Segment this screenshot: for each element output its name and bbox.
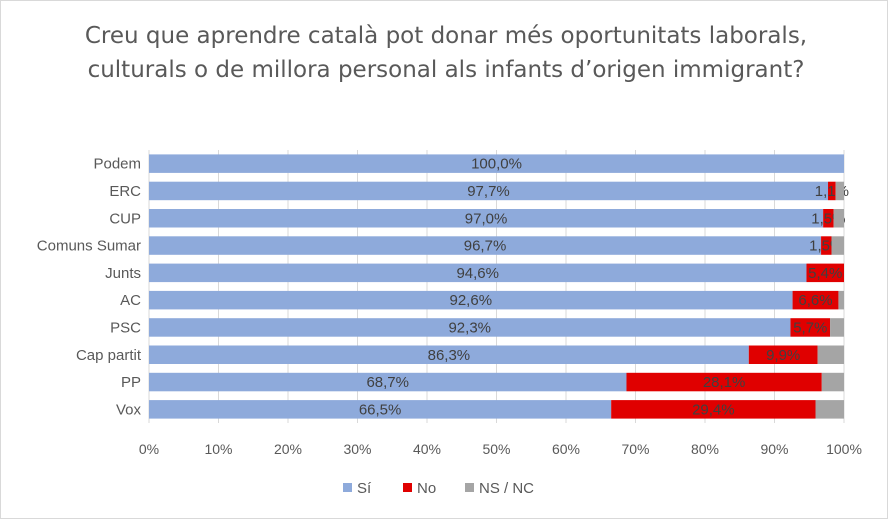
data-label: 92,6% [450,292,493,309]
data-label: 97,7% [467,183,510,200]
bar-segment [830,318,844,337]
bar-segment [149,209,824,228]
data-label: 92,3% [448,319,491,336]
bar-segment [792,290,839,310]
data-label: 96,7% [464,238,507,255]
bar-segment [790,318,831,337]
legend-label: No [417,480,436,497]
bar-segment [149,181,829,201]
x-tick-label: 80% [691,441,719,457]
bar-segment [149,236,822,255]
data-label: 5,7% [793,319,827,336]
bar-segment [149,372,627,392]
bar-segment [821,372,844,392]
bar-segment [815,400,844,419]
data-label: 9,9% [766,347,800,364]
x-tick-label: 100% [826,441,862,457]
x-tick-label: 10% [204,441,232,457]
category-label: Vox [116,401,142,418]
bar-segment [831,236,844,255]
data-label: 66,5% [359,401,402,418]
bar-segment [817,345,844,364]
x-tick-label: 90% [760,441,788,457]
x-tick-label: 70% [621,441,649,457]
bar-segment [149,290,793,310]
category-label: PSC [110,319,141,336]
category-label: Cap partit [76,347,142,364]
legend-swatch [403,483,412,492]
x-tick-label: 30% [343,441,371,457]
category-label: AC [120,292,141,309]
bar-segment [149,345,749,364]
chart-title: Creu que aprendre català pot donar més o… [84,23,808,83]
bar-segment [149,154,844,173]
bar-segment [149,400,612,419]
legend-swatch [465,483,474,492]
category-label: Podem [93,156,141,173]
bar-segment [838,290,844,310]
bar-segment [806,263,844,283]
bar-segment [833,209,844,228]
legend-label: NS / NC [479,480,534,497]
bar-segment [611,400,816,419]
data-label: 29,4% [692,401,735,418]
data-label: 97,0% [465,210,508,227]
data-label: 100,0% [471,156,522,173]
x-tick-label: 0% [139,441,159,457]
category-label: Junts [105,265,141,282]
bar-segment [149,263,807,283]
bar-segment [626,372,822,392]
data-label: 5,4% [808,265,842,282]
data-label: 28,1% [703,374,746,391]
category-label: PP [121,374,141,391]
bar-segment [823,209,834,228]
x-tick-label: 40% [413,441,441,457]
data-label: 94,6% [456,265,499,282]
bar-segment [748,345,818,364]
bar-segment [149,318,791,337]
category-label: Comuns Sumar [37,238,141,255]
data-label: 68,7% [366,374,409,391]
x-tick-label: 60% [552,441,580,457]
bar-segment [828,181,836,201]
category-label: ERC [109,183,141,200]
x-tick-label: 20% [274,441,302,457]
data-label: 86,3% [428,347,471,364]
legend-swatch [343,483,352,492]
x-tick-label: 50% [482,441,510,457]
bar-segment [835,181,844,201]
bar-segment [821,236,832,255]
category-label: CUP [109,210,141,227]
data-label: 6,6% [798,292,832,309]
legend-label: Sí [357,480,372,497]
